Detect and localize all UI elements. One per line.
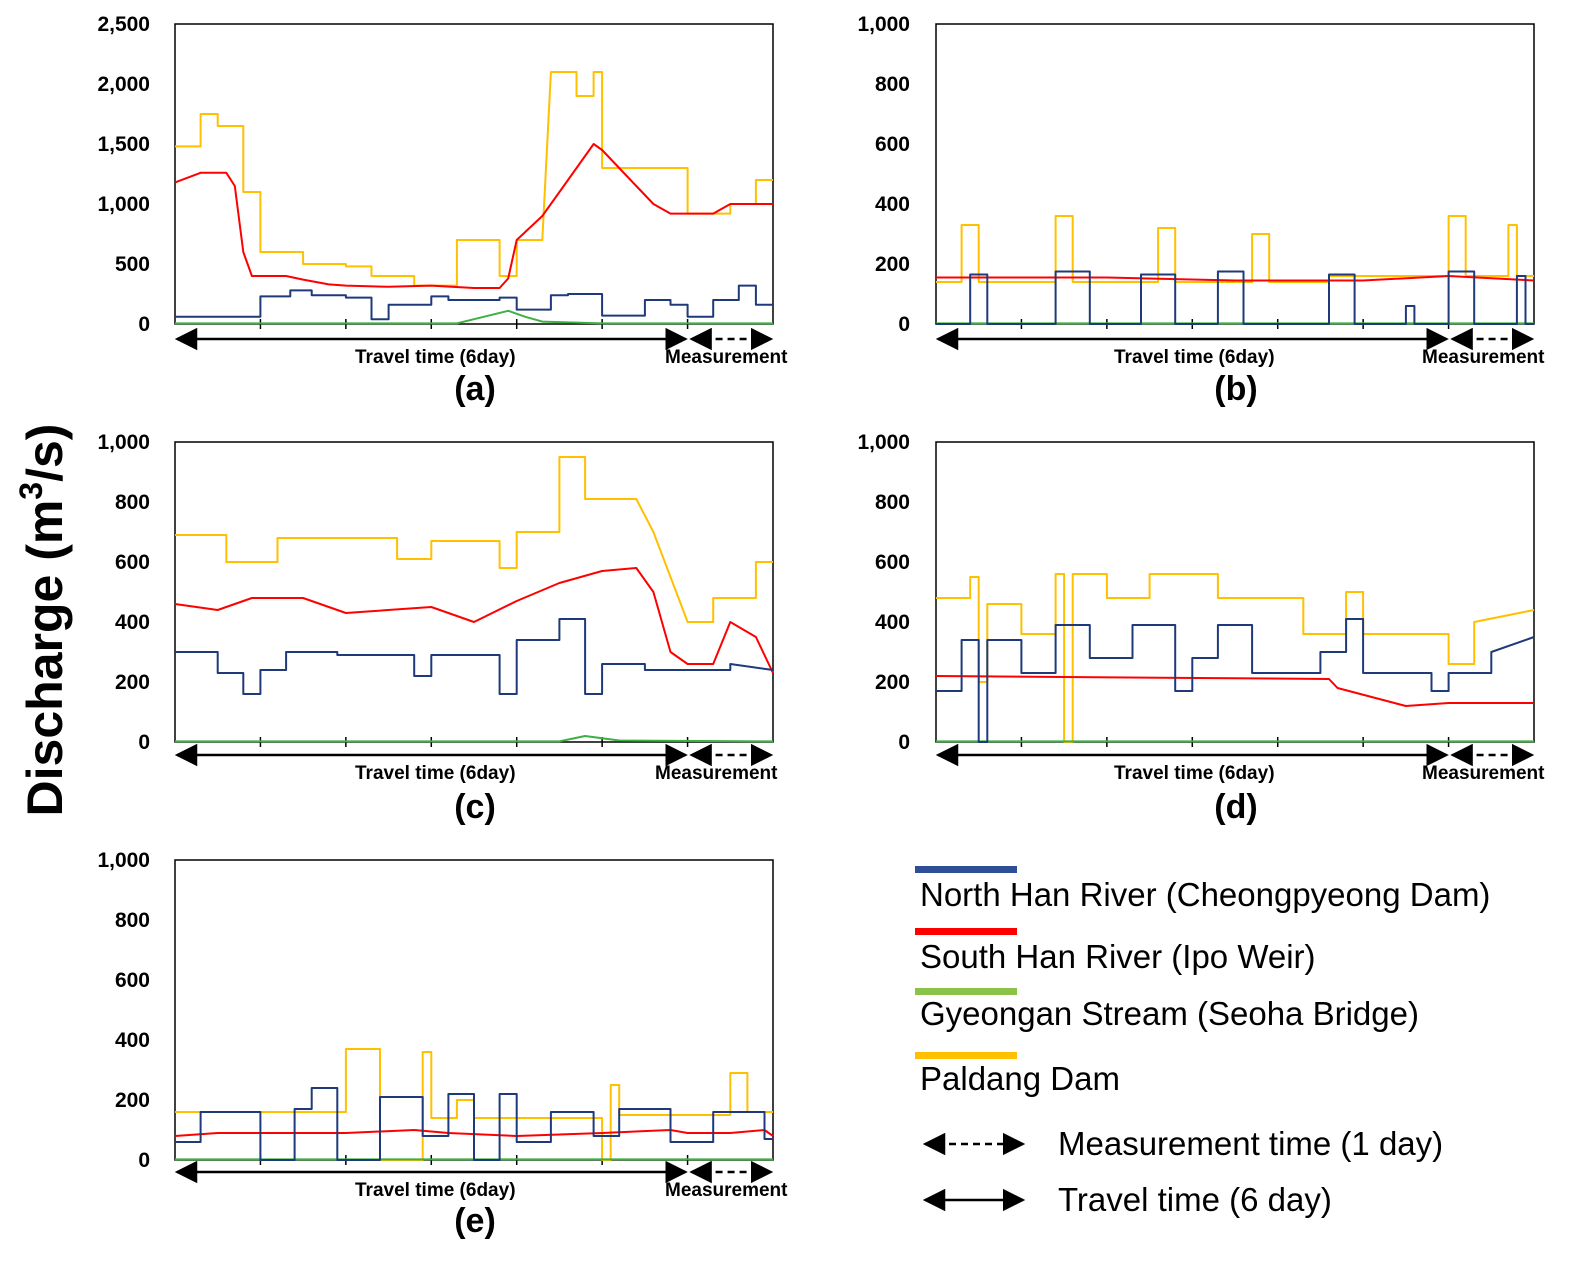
legend-label-north-han: North Han River (Cheongpyeong Dam) bbox=[920, 876, 1490, 913]
y-tick-label: 600 bbox=[115, 551, 150, 574]
legend-item-measurement-arrow: Measurement time (1 day) bbox=[922, 1125, 1443, 1162]
panel-letter: (d) bbox=[1214, 788, 1257, 826]
y-tick-label: 800 bbox=[115, 909, 150, 932]
y-tick-label: 2,500 bbox=[97, 13, 150, 36]
panel-letter: (e) bbox=[454, 1202, 496, 1240]
chart-panel-a: 0 500 1,000 1,500 2,000 2,500 Travel time (6da… bbox=[97, 13, 788, 408]
y-tick-label: 0 bbox=[898, 731, 910, 754]
y-tick-label: 400 bbox=[115, 1029, 150, 1052]
series-line-1 bbox=[936, 270, 1534, 325]
legend-label-travel-time: Travel time (6 day) bbox=[1058, 1181, 1332, 1218]
y-tick-label: 400 bbox=[875, 611, 910, 634]
legend-label-south-han: South Han River (Ipo Weir) bbox=[920, 938, 1316, 975]
y-tick-label: 800 bbox=[875, 73, 910, 96]
panel-letter: (a) bbox=[454, 370, 496, 408]
series-line-4 bbox=[936, 573, 1535, 743]
series-line-1 bbox=[175, 618, 774, 695]
y-tick-label: 0 bbox=[898, 313, 910, 336]
series-line-3 bbox=[175, 309, 773, 325]
plot-frame bbox=[935, 441, 1535, 743]
legend-label-paldang: Paldang Dam bbox=[920, 1060, 1120, 1097]
y-tick-label: 1,000 bbox=[97, 849, 150, 872]
series-line-1 bbox=[175, 284, 773, 321]
series-line-2 bbox=[936, 275, 1535, 282]
measurement-label: Measurement bbox=[655, 763, 778, 784]
y-tick-label: 800 bbox=[115, 491, 150, 514]
y-tick-label: 2,000 bbox=[97, 73, 150, 96]
y-tick-label: 500 bbox=[115, 253, 150, 276]
plot-frame bbox=[935, 23, 1535, 325]
legend: North Han River (Cheongpyeong Dam) South… bbox=[915, 866, 1490, 1218]
series-line-2 bbox=[174, 1129, 774, 1137]
legend-swatch-north-han bbox=[915, 866, 1017, 873]
y-tick-label: 200 bbox=[875, 253, 910, 276]
y-tick-label: 600 bbox=[875, 551, 910, 574]
series-line-2 bbox=[174, 567, 774, 674]
plot-frame bbox=[174, 23, 774, 325]
y-tick-label: 1,000 bbox=[97, 431, 150, 454]
legend-label-gyeongan: Gyeongan Stream (Seoha Bridge) bbox=[920, 995, 1419, 1032]
legend-swatch-south-han bbox=[915, 928, 1017, 935]
legend-item-paldang: Paldang Dam bbox=[915, 1052, 1120, 1097]
series-line-4 bbox=[175, 456, 773, 623]
panel-letter: (b) bbox=[1214, 370, 1257, 408]
measurement-label: Measurement bbox=[1422, 347, 1545, 368]
chart-panel-e: 0 200 400 600 800 1,000 Travel time (6day) Meas… bbox=[97, 849, 788, 1240]
y-tick-label: 400 bbox=[115, 611, 150, 634]
plot-frame bbox=[174, 441, 774, 743]
measurement-label: Measurement bbox=[665, 1180, 788, 1201]
legend-item-gyeongan: Gyeongan Stream (Seoha Bridge) bbox=[915, 988, 1419, 1032]
y-tick-label: 200 bbox=[115, 671, 150, 694]
chart-panel-c: 0 200 400 600 800 1,000 Travel time (6day) Meas… bbox=[97, 431, 778, 826]
measurement-label: Measurement bbox=[665, 347, 788, 368]
y-axis-label: Discharge (m3/s) bbox=[13, 424, 73, 817]
panel-letter: (c) bbox=[454, 788, 496, 826]
series-line-1 bbox=[936, 618, 1535, 743]
travel-time-label: Travel time (6day) bbox=[355, 1180, 516, 1201]
y-tick-label: 0 bbox=[138, 731, 150, 754]
series-line-2 bbox=[935, 675, 1534, 707]
chart-panel-d: 0 200 400 600 800 1,000 Travel time (6day) Meas… bbox=[857, 431, 1545, 826]
travel-time-label: Travel time (6day) bbox=[1114, 347, 1275, 368]
series-line-2 bbox=[174, 143, 773, 289]
series-line-1 bbox=[175, 1087, 773, 1161]
series-line-3 bbox=[175, 735, 774, 743]
series-line-4 bbox=[175, 71, 773, 287]
travel-time-label: Travel time (6day) bbox=[355, 347, 516, 368]
y-tick-label: 1,000 bbox=[97, 193, 150, 216]
travel-time-label: Travel time (6day) bbox=[1114, 763, 1275, 784]
y-tick-label: 0 bbox=[138, 1149, 150, 1172]
y-tick-label: 200 bbox=[875, 671, 910, 694]
y-tick-label: 1,000 bbox=[857, 431, 910, 454]
y-tick-label: 200 bbox=[115, 1089, 150, 1112]
chart-panel-b: 0 200 400 600 800 1,000 Travel time (6day) Meas… bbox=[857, 13, 1545, 408]
legend-swatch-gyeongan bbox=[915, 988, 1017, 995]
y-tick-label: 1,500 bbox=[97, 133, 150, 156]
legend-item-north-han: North Han River (Cheongpyeong Dam) bbox=[915, 866, 1490, 913]
y-tick-label: 600 bbox=[115, 969, 150, 992]
legend-item-south-han: South Han River (Ipo Weir) bbox=[915, 928, 1316, 975]
y-tick-label: 800 bbox=[875, 491, 910, 514]
y-tick-label: 0 bbox=[138, 313, 150, 336]
y-tick-label: 400 bbox=[875, 193, 910, 216]
legend-item-travel-arrow: Travel time (6 day) bbox=[922, 1181, 1332, 1218]
y-tick-label: 1,000 bbox=[857, 13, 910, 36]
series-line-4 bbox=[936, 215, 1534, 283]
travel-time-label: Travel time (6day) bbox=[355, 763, 516, 784]
legend-label-measurement-time: Measurement time (1 day) bbox=[1058, 1125, 1443, 1162]
measurement-label: Measurement bbox=[1422, 763, 1545, 784]
legend-swatch-paldang bbox=[915, 1052, 1017, 1059]
y-tick-label: 600 bbox=[875, 133, 910, 156]
